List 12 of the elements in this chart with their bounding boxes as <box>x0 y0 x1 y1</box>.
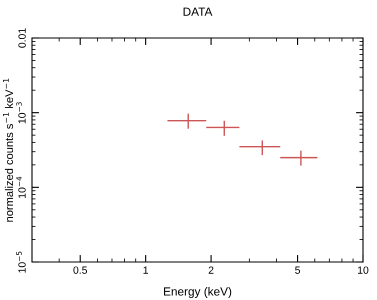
x-tick-label: 10 <box>358 266 368 274</box>
y-tick-label: 10$^{−4}$ <box>16 176 26 198</box>
y-tick-label: 10$^{−3}$ <box>16 102 26 124</box>
chart-title: DATA <box>184 8 212 16</box>
y-axis-title: normalized counts s$^{−1}$ keV$^{−1}$ <box>3 78 14 222</box>
x-tick-label: 1 <box>144 266 148 274</box>
y-tick-label: 10$^{−5}$ <box>16 252 26 273</box>
y-tick-label: 0.01 <box>18 28 26 48</box>
x-axis-title: Energy (keV) <box>164 286 232 298</box>
x-tick-label: 2 <box>208 266 214 274</box>
x-tick-label: 5 <box>295 266 300 274</box>
x-tick-label: 0.5 <box>73 266 88 274</box>
